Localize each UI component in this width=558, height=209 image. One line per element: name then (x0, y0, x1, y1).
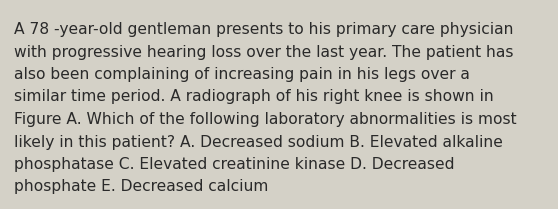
Text: A 78 -year-old gentleman presents to his primary care physician: A 78 -year-old gentleman presents to his… (14, 22, 513, 37)
Text: phosphatase C. Elevated creatinine kinase D. Decreased: phosphatase C. Elevated creatinine kinas… (14, 157, 455, 172)
Text: also been complaining of increasing pain in his legs over a: also been complaining of increasing pain… (14, 67, 470, 82)
Text: with progressive hearing loss over the last year. The patient has: with progressive hearing loss over the l… (14, 45, 513, 60)
Text: similar time period. A radiograph of his right knee is shown in: similar time period. A radiograph of his… (14, 89, 494, 104)
Text: phosphate E. Decreased calcium: phosphate E. Decreased calcium (14, 180, 268, 195)
Text: likely in this patient? A. Decreased sodium B. Elevated alkaline: likely in this patient? A. Decreased sod… (14, 135, 503, 149)
Text: Figure A. Which of the following laboratory abnormalities is most: Figure A. Which of the following laborat… (14, 112, 517, 127)
